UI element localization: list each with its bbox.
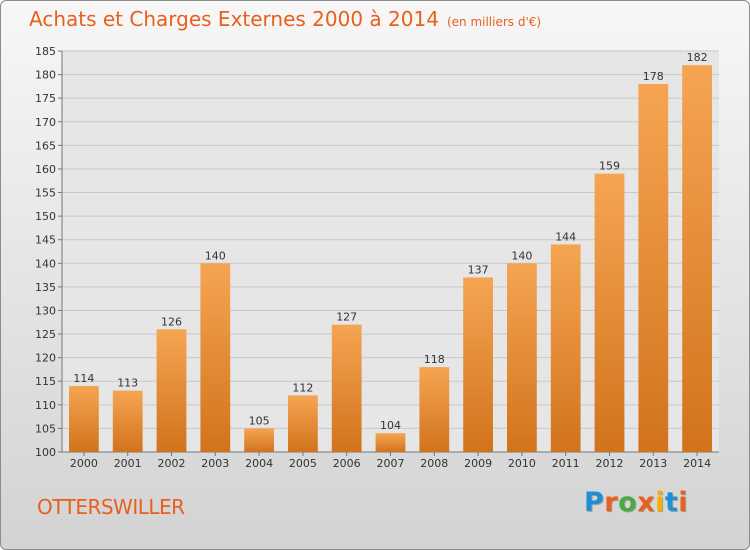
bar-value-label: 178 — [643, 70, 664, 83]
chart-title-text: Achats et Charges Externes 2000 à 2014 — [29, 7, 439, 31]
x-tick-label: 2003 — [201, 457, 229, 470]
bar — [594, 173, 625, 453]
x-tick-label: 2009 — [464, 457, 492, 470]
y-tick-label: 155 — [35, 187, 56, 200]
proxiti-logo: Proxiti — [584, 487, 688, 518]
x-tick-label: 2001 — [114, 457, 142, 470]
y-tick-label: 175 — [35, 92, 56, 105]
bar-value-label: 137 — [468, 263, 489, 276]
bar-value-label: 105 — [249, 414, 270, 427]
y-tick-label: 170 — [35, 116, 56, 129]
logo-letter: r — [604, 487, 619, 518]
chart-unit: (en milliers d'€) — [446, 15, 542, 29]
y-tick-label: 105 — [35, 422, 56, 435]
bar — [156, 329, 187, 452]
x-tick-label: 2000 — [70, 457, 98, 470]
y-tick-label: 110 — [35, 399, 56, 412]
chart-title: Achats et Charges Externes 2000 à 2014 (e… — [29, 7, 541, 31]
y-tick-label: 150 — [35, 210, 56, 223]
x-tick-label: 2004 — [245, 457, 273, 470]
x-tick-label: 2010 — [508, 457, 536, 470]
y-tick-label: 115 — [35, 375, 56, 388]
logo-letter: i — [655, 487, 665, 518]
bar-value-label: 112 — [292, 381, 313, 394]
bar — [375, 433, 406, 452]
bar-value-label: 104 — [380, 419, 401, 432]
x-tick-label: 2014 — [683, 457, 711, 470]
bar — [550, 244, 581, 452]
bar-value-label: 182 — [687, 51, 708, 64]
bar-value-label: 114 — [73, 372, 94, 385]
y-tick-label: 100 — [35, 446, 56, 459]
x-tick-label: 2012 — [596, 457, 624, 470]
logo-letter: t — [664, 487, 679, 518]
bar — [507, 263, 537, 452]
bar — [331, 324, 362, 452]
bar — [419, 367, 450, 452]
y-tick-label: 185 — [35, 45, 56, 58]
logo-letter: P — [584, 487, 605, 518]
y-tick-label: 130 — [35, 304, 56, 317]
bar-value-label: 159 — [599, 160, 620, 173]
bar — [244, 428, 274, 452]
logo-letter: x — [637, 487, 656, 518]
x-tick-label: 2006 — [333, 457, 361, 470]
bar-value-label: 113 — [117, 377, 138, 390]
bar — [682, 65, 712, 452]
x-tick-label: 2008 — [420, 457, 448, 470]
bar — [112, 390, 143, 452]
y-tick-label: 135 — [35, 281, 56, 294]
y-tick-label: 165 — [35, 139, 56, 152]
bar — [463, 277, 493, 452]
x-tick-label: 2011 — [552, 457, 580, 470]
bar-value-label: 140 — [205, 249, 226, 262]
bar-value-label: 144 — [555, 230, 576, 243]
bar — [638, 84, 669, 452]
x-tick-label: 2005 — [289, 457, 317, 470]
y-tick-label: 145 — [35, 234, 56, 247]
x-tick-label: 2007 — [377, 457, 405, 470]
bar-value-label: 126 — [161, 315, 182, 328]
x-tick-label: 2002 — [158, 457, 186, 470]
logo-letter: i — [678, 487, 689, 518]
bar-value-label: 118 — [424, 353, 445, 366]
commune-name: OTTERSWILLER — [37, 495, 185, 519]
y-tick-label: 125 — [35, 328, 56, 341]
bar — [200, 263, 231, 452]
x-tick-label: 2013 — [639, 457, 667, 470]
y-tick-label: 180 — [35, 69, 56, 82]
bar — [288, 395, 318, 452]
y-tick-label: 140 — [35, 257, 56, 270]
bar — [69, 385, 99, 452]
logo-letter: o — [618, 487, 638, 518]
bar-value-label: 127 — [336, 311, 357, 324]
y-tick-label: 120 — [35, 352, 56, 365]
bar-value-label: 140 — [511, 249, 532, 262]
y-tick-label: 160 — [35, 163, 56, 176]
